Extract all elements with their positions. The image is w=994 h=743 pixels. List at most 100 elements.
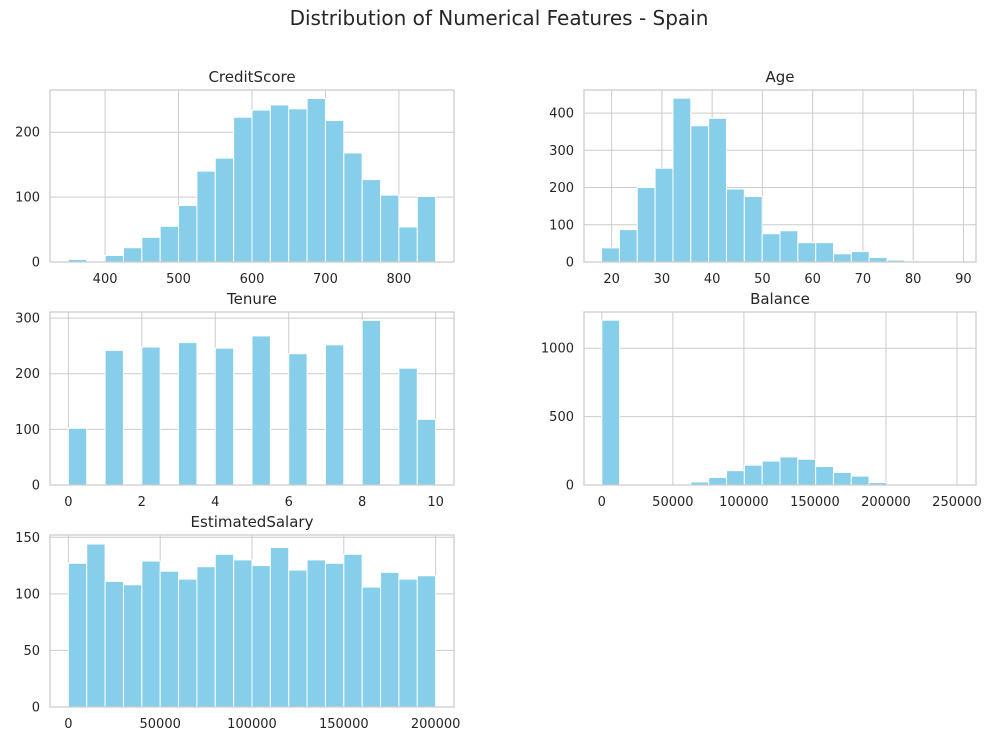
- figure-title: Distribution of Numerical Features - Spa…: [290, 6, 709, 30]
- histogram-bar: [159, 570, 180, 708]
- x-tick-label: 200000: [861, 495, 911, 510]
- histogram-bar: [178, 578, 198, 708]
- histogram-bar: [743, 464, 763, 486]
- x-tick-label: 200000: [411, 717, 461, 732]
- x-tick-label: 6: [285, 495, 293, 510]
- histogram-bar: [416, 575, 437, 708]
- x-tick-label: 8: [358, 495, 366, 510]
- histogram-bar: [159, 225, 180, 263]
- y-tick-label: 50: [23, 644, 40, 659]
- histogram-bar: [67, 562, 88, 708]
- histogram-bar: [251, 109, 271, 263]
- histogram-bar: [343, 152, 363, 263]
- histogram-bar: [196, 170, 216, 263]
- histogram-bar: [380, 571, 400, 708]
- x-tick-label: 700: [313, 272, 338, 287]
- x-tick-label: 50000: [652, 495, 693, 510]
- histogram-bar: [233, 559, 253, 708]
- axes-frame: [49, 311, 455, 486]
- x-tick-label: 4: [211, 495, 219, 510]
- y-tick-label: 200: [15, 126, 40, 141]
- histogram-bar: [832, 471, 852, 486]
- x-tick-label: 100000: [719, 495, 769, 510]
- histogram-bar: [708, 117, 727, 263]
- y-tick-label: 100: [549, 218, 574, 233]
- x-tick-label: 800: [386, 272, 411, 287]
- histogram-bar: [343, 553, 363, 708]
- histogram-bar: [269, 104, 290, 263]
- x-tick-label: 80: [905, 272, 922, 287]
- histogram-bar: [122, 584, 143, 708]
- y-tick-label: 300: [15, 312, 40, 327]
- histogram-bar: [141, 346, 161, 486]
- histogram-bar: [324, 120, 345, 263]
- histogram-bar: [398, 578, 418, 708]
- histogram-bar: [104, 349, 124, 486]
- y-tick-label: 100: [15, 423, 40, 438]
- histogram-bar: [761, 460, 781, 486]
- y-tick-label: 500: [549, 410, 574, 425]
- x-tick-label: 50: [754, 272, 771, 287]
- y-tick-label: 0: [32, 701, 40, 716]
- histogram-bar: [618, 229, 638, 263]
- x-tick-label: 600: [240, 272, 265, 287]
- histogram-bar: [815, 466, 834, 486]
- x-tick-label: 150000: [319, 717, 369, 732]
- histogram-bar: [416, 418, 437, 486]
- y-tick-label: 100: [15, 191, 40, 206]
- histogram-bar: [214, 347, 235, 486]
- y-tick-label: 200: [549, 181, 574, 196]
- histogram-bar: [361, 319, 382, 486]
- x-tick-label: 0: [64, 495, 72, 510]
- y-tick-label: 0: [566, 479, 574, 494]
- x-tick-label: 40: [704, 272, 721, 287]
- histogram-bar: [251, 335, 271, 486]
- y-tick-label: 300: [549, 144, 574, 159]
- histogram-bar: [850, 475, 870, 486]
- x-tick-label: 70: [855, 272, 872, 287]
- y-tick-label: 0: [32, 256, 40, 271]
- histogram-bar: [743, 195, 763, 263]
- histogram-bar: [868, 257, 888, 263]
- histogram-bar: [324, 344, 345, 486]
- histogram-bar: [251, 565, 271, 708]
- histogram-bar: [725, 188, 745, 263]
- histogram-bar: [214, 553, 235, 708]
- histogram-bar: [636, 187, 656, 263]
- y-tick-label: 0: [566, 256, 574, 271]
- subplot-title: CreditScore: [208, 68, 295, 86]
- subplot-title: Balance: [750, 290, 810, 308]
- subplot-balance: 0 50000 100000 150000 200000 250000 0 500 1000 Ba…: [541, 290, 982, 510]
- x-tick-label: 2: [138, 495, 146, 510]
- x-tick-label: 50000: [140, 717, 181, 732]
- y-tick-label: 0: [32, 479, 40, 494]
- histogram-bar: [690, 125, 710, 263]
- histogram-bar: [86, 543, 106, 708]
- histogram-bar: [269, 546, 290, 708]
- histogram-bar: [779, 230, 799, 263]
- histogram-bar: [361, 586, 382, 708]
- histogram-bar: [104, 255, 124, 263]
- histogram-bar: [398, 367, 418, 486]
- y-tick-label: 200: [15, 367, 40, 382]
- x-tick-label: 500: [166, 272, 191, 287]
- histogram-bar: [361, 179, 382, 263]
- histogram-bar: [797, 242, 817, 263]
- x-tick-label: 250000: [932, 495, 982, 510]
- axes-frame: [49, 89, 455, 263]
- histogram-bar: [833, 253, 852, 263]
- y-tick-label: 1000: [541, 342, 574, 357]
- axes-frame: [49, 534, 455, 708]
- axes-frame: [583, 89, 977, 263]
- histogram-bar: [779, 456, 799, 486]
- y-tick-label: 150: [15, 531, 40, 546]
- x-tick-label: 60: [804, 272, 821, 287]
- histogram-bar: [416, 195, 437, 263]
- x-tick-label: 400: [93, 272, 118, 287]
- subplot-title: Age: [765, 68, 794, 86]
- histogram-bar: [654, 167, 674, 263]
- histogram-bar: [178, 205, 198, 263]
